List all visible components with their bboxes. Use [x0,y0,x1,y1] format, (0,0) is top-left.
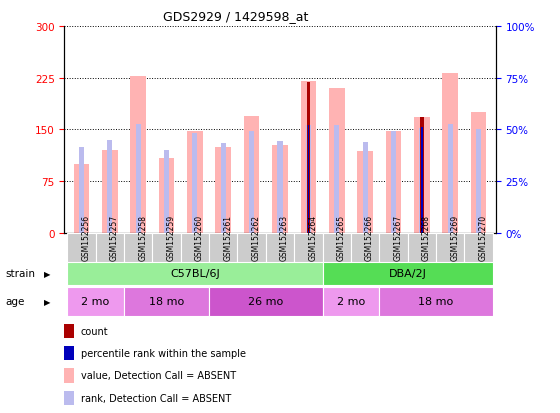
Text: count: count [81,326,109,336]
Text: GSM152264: GSM152264 [309,215,318,261]
Text: value, Detection Call = ABSENT: value, Detection Call = ABSENT [81,370,236,380]
Bar [136,125,141,233]
Bar [464,233,493,262]
Text: GSM152256: GSM152256 [81,215,90,261]
Bar [221,144,226,233]
Text: strain: strain [6,268,36,279]
Bar [124,233,152,262]
Bar [442,74,458,233]
Text: GSM152265: GSM152265 [337,215,346,261]
Bar [476,129,481,233]
Bar [64,368,74,383]
Bar [362,142,368,233]
Text: GSM152269: GSM152269 [450,215,459,261]
Bar [301,82,316,233]
Bar [73,164,89,233]
Bar [357,152,373,233]
Bar [67,262,323,285]
Bar [294,233,323,262]
Text: ▶: ▶ [44,297,51,306]
Bar [64,346,74,361]
Text: C57BL/6J: C57BL/6J [170,268,220,279]
Text: GSM152267: GSM152267 [394,215,403,261]
Bar [306,125,311,233]
Text: percentile rank within the sample: percentile rank within the sample [81,349,246,358]
Bar [436,233,464,262]
Bar [216,147,231,233]
Text: GSM152270: GSM152270 [479,215,488,261]
Bar [334,125,339,233]
Bar [130,76,146,233]
Text: GDS2929 / 1429598_at: GDS2929 / 1429598_at [162,10,308,23]
Bar [209,287,323,316]
Text: 2 mo: 2 mo [82,297,110,306]
Bar [64,391,74,405]
Bar [64,324,74,338]
Bar [158,159,174,233]
Bar [447,125,453,233]
Bar [323,233,351,262]
Bar [107,140,113,233]
Bar [471,113,487,233]
Text: GSM152257: GSM152257 [110,215,119,261]
Bar [67,287,124,316]
Bar [187,131,203,233]
Bar [277,142,283,233]
Bar [249,132,254,233]
Text: GSM152259: GSM152259 [166,215,175,261]
Text: 18 mo: 18 mo [149,297,184,306]
Bar [79,147,84,233]
Bar [244,116,259,233]
Bar [379,233,408,262]
Text: GSM152266: GSM152266 [365,215,374,261]
Bar [386,131,402,233]
Text: GSM152258: GSM152258 [138,215,147,261]
Bar [307,83,310,233]
Text: GSM152263: GSM152263 [280,215,289,261]
Text: 26 mo: 26 mo [248,297,283,306]
Text: age: age [6,297,25,306]
Bar [307,125,309,233]
Bar [323,262,493,285]
Bar [192,133,198,233]
Bar [419,129,424,233]
Bar [420,118,423,233]
Bar [329,89,344,233]
Bar [67,233,96,262]
Bar [414,118,430,233]
Bar [164,151,169,233]
Bar [237,233,266,262]
Bar [391,131,396,233]
Text: GSM152262: GSM152262 [251,215,260,261]
Bar [379,287,493,316]
Bar [124,287,209,316]
Bar [102,151,118,233]
Bar [209,233,237,262]
Text: GSM152260: GSM152260 [195,215,204,261]
Text: 18 mo: 18 mo [418,297,454,306]
Text: ▶: ▶ [44,269,51,278]
Bar [96,233,124,262]
Bar [152,233,181,262]
Text: 2 mo: 2 mo [337,297,365,306]
Text: DBA/2J: DBA/2J [389,268,427,279]
Text: GSM152268: GSM152268 [422,215,431,261]
Text: rank, Detection Call = ABSENT: rank, Detection Call = ABSENT [81,393,231,403]
Bar [408,233,436,262]
Bar [272,145,288,233]
Bar [421,128,423,233]
Bar [181,233,209,262]
Bar [323,287,379,316]
Bar [351,233,379,262]
Bar [266,233,294,262]
Text: GSM152261: GSM152261 [223,215,232,261]
